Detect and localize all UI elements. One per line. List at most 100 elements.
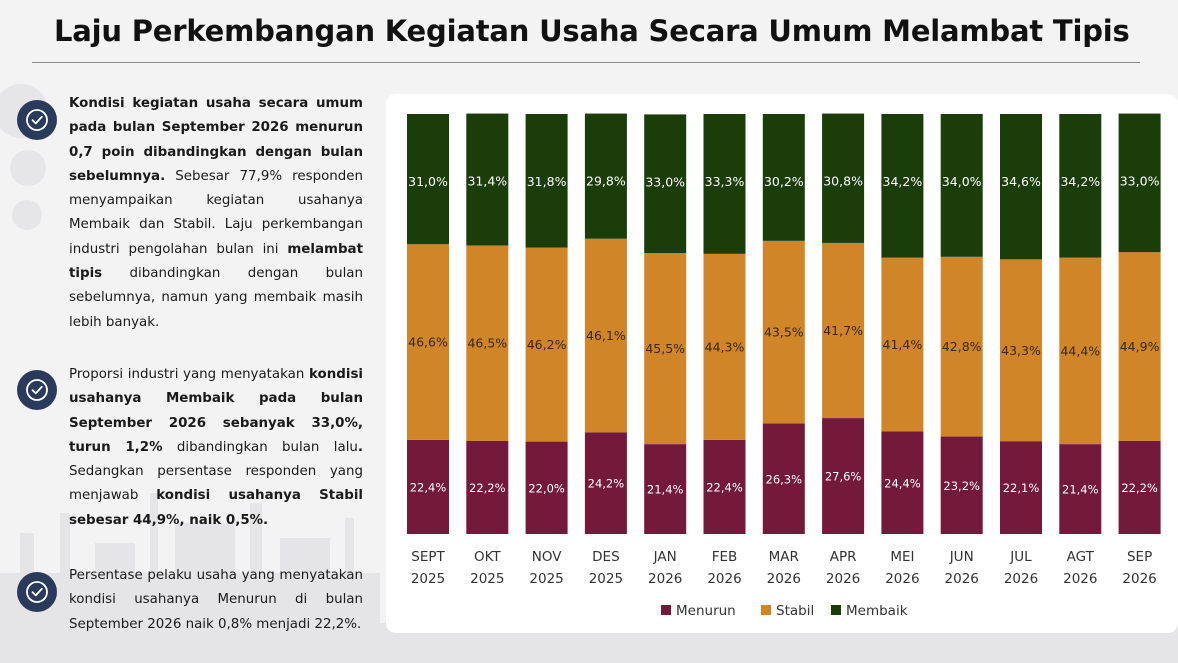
decorative-circle xyxy=(12,200,42,230)
x-tick-label: 2026 xyxy=(1063,571,1097,587)
bar-segment-membaik xyxy=(703,114,746,254)
bar-segment-membaik xyxy=(466,113,509,246)
x-tick-label: 2026 xyxy=(767,571,801,587)
data-label-menurun: 21,4% xyxy=(647,483,684,497)
x-tick-label: FEB xyxy=(712,549,738,565)
legend-label-stabil: Stabil xyxy=(776,603,814,619)
data-label-membaik: 33,0% xyxy=(1120,174,1160,189)
bar-segment-stabil xyxy=(525,247,568,442)
summary-paragraph-menurun: Persentase pelaku usaha yang menyatakan … xyxy=(69,564,363,637)
data-label-stabil: 43,5% xyxy=(764,325,804,340)
bar-segment-membaik xyxy=(762,114,805,241)
bar-segment-stabil xyxy=(703,253,746,440)
data-label-stabil: 45,5% xyxy=(645,341,685,356)
chart-panel: 22,4% 46,6% 31,0% SEPT 2025 22,2% 46,5% 31,4% OK… xyxy=(386,94,1178,633)
title-divider xyxy=(32,62,1140,63)
bar-segment-membaik xyxy=(584,113,627,239)
data-label-membaik: 29,8% xyxy=(586,174,626,189)
bar-segment-menurun xyxy=(466,440,509,534)
data-label-menurun: 22,4% xyxy=(706,480,743,494)
x-tick-label: 2026 xyxy=(826,571,860,587)
data-label-stabil: 44,4% xyxy=(1060,343,1100,358)
x-tick-label: 2026 xyxy=(648,571,682,587)
bar-segment-menurun xyxy=(881,431,924,534)
decorative-circle xyxy=(10,150,46,186)
bar-segment-stabil xyxy=(644,253,687,445)
bar-segment-menurun xyxy=(1000,441,1042,534)
paragraph-text: dibandingkan bulan lalu xyxy=(162,439,358,455)
check-circle-icon xyxy=(17,100,57,140)
summary-paragraph-overall: Kondisi kegiatan usaha secara umum pada … xyxy=(69,92,363,335)
data-label-menurun: 22,4% xyxy=(410,480,447,494)
data-label-membaik: 30,8% xyxy=(823,174,863,189)
bar-segment-stabil xyxy=(1000,259,1042,442)
x-tick-label: DES xyxy=(592,549,620,565)
x-tick-label: 2026 xyxy=(1004,571,1038,587)
bar-segment-stabil xyxy=(1059,257,1102,445)
data-label-membaik: 33,0% xyxy=(645,174,685,189)
legend-swatch-membaik xyxy=(831,605,841,615)
x-tick-label: MEI xyxy=(890,549,914,565)
x-tick-label: 2025 xyxy=(411,571,445,587)
bar-segment-stabil xyxy=(1118,252,1161,441)
data-label-stabil: 44,3% xyxy=(705,339,745,354)
legend-swatch-stabil xyxy=(761,605,771,615)
data-label-stabil: 44,9% xyxy=(1120,339,1160,354)
paragraph-bold-text: kondisi usahanya Membaik pada bulan Sept… xyxy=(69,367,363,455)
data-label-menurun: 23,2% xyxy=(943,479,980,493)
data-label-membaik: 30,2% xyxy=(764,174,804,189)
data-label-menurun: 22,1% xyxy=(1003,481,1040,495)
data-label-menurun: 24,4% xyxy=(884,476,921,490)
stacked-bar-chart: 22,4% 46,6% 31,0% SEPT 2025 22,2% 46,5% 31,4% OK… xyxy=(407,113,1161,619)
bar-segment-stabil xyxy=(466,245,509,441)
bar-segment-stabil xyxy=(762,240,805,424)
bar-segment-stabil xyxy=(940,256,983,437)
data-label-stabil: 46,1% xyxy=(586,328,626,343)
x-tick-label: JAN xyxy=(653,549,677,565)
bar-segment-menurun xyxy=(822,418,865,534)
x-tick-label: JUL xyxy=(1009,549,1032,565)
data-label-membaik: 31,4% xyxy=(467,174,507,189)
x-tick-label: 2025 xyxy=(589,571,623,587)
legend-swatch-menurun xyxy=(661,605,671,615)
bar-segment-membaik xyxy=(1118,113,1161,253)
paragraph-text: Persentase pelaku usaha yang menyatakan … xyxy=(69,568,363,632)
data-label-menurun: 22,2% xyxy=(1121,481,1158,495)
x-tick-label: JUN xyxy=(949,549,974,565)
data-label-menurun: 21,4% xyxy=(1062,483,1099,497)
data-label-stabil: 41,7% xyxy=(823,323,863,338)
paragraph-bold-text: Kondisi kegiatan usaha secara umum pada … xyxy=(69,96,363,184)
page-title: Laju Perkembangan Kegiatan Usaha Secara … xyxy=(54,14,1130,48)
bar-segment-menurun xyxy=(703,439,746,534)
bar-segment-stabil xyxy=(584,238,627,433)
x-tick-label: 2026 xyxy=(945,571,979,587)
data-label-stabil: 46,2% xyxy=(527,337,567,352)
data-label-stabil: 42,8% xyxy=(942,339,982,354)
x-tick-label: SEPT xyxy=(411,549,445,565)
x-tick-label: SEP xyxy=(1127,549,1152,565)
legend-label-menurun: Menurun xyxy=(676,603,736,619)
bar-segment-menurun xyxy=(1118,440,1161,534)
bar-segment-membaik xyxy=(525,114,568,248)
paragraph-text: Sedangkan persentase responden yang menj… xyxy=(69,464,363,504)
paragraph-bold-text: melambat tipis xyxy=(69,241,363,282)
x-tick-label: 2026 xyxy=(885,571,919,587)
bar-segment-menurun xyxy=(762,423,805,534)
bar-segment-menurun xyxy=(1059,444,1102,534)
paragraph-text: Sebesar 77,9% responden menyampaikan keg… xyxy=(69,168,363,257)
data-label-menurun: 22,2% xyxy=(469,481,506,495)
bar-segment-menurun xyxy=(940,436,983,534)
bar-segment-membaik xyxy=(822,113,865,243)
x-tick-label: AGT xyxy=(1067,549,1095,565)
data-label-menurun: 26,3% xyxy=(766,472,803,486)
bar-segment-menurun xyxy=(407,439,449,534)
bar-segment-membaik xyxy=(644,114,687,254)
summary-paragraph-membaik-stabil: Proporsi industri yang menyatakan kondis… xyxy=(69,363,363,533)
bar-segment-membaik xyxy=(881,114,924,258)
x-tick-label: 2025 xyxy=(470,571,504,587)
x-tick-label: APR xyxy=(830,549,857,565)
data-label-menurun: 24,2% xyxy=(588,477,625,491)
data-label-stabil: 41,4% xyxy=(883,337,923,352)
check-circle-icon xyxy=(17,572,57,612)
data-label-menurun: 27,6% xyxy=(825,470,862,484)
